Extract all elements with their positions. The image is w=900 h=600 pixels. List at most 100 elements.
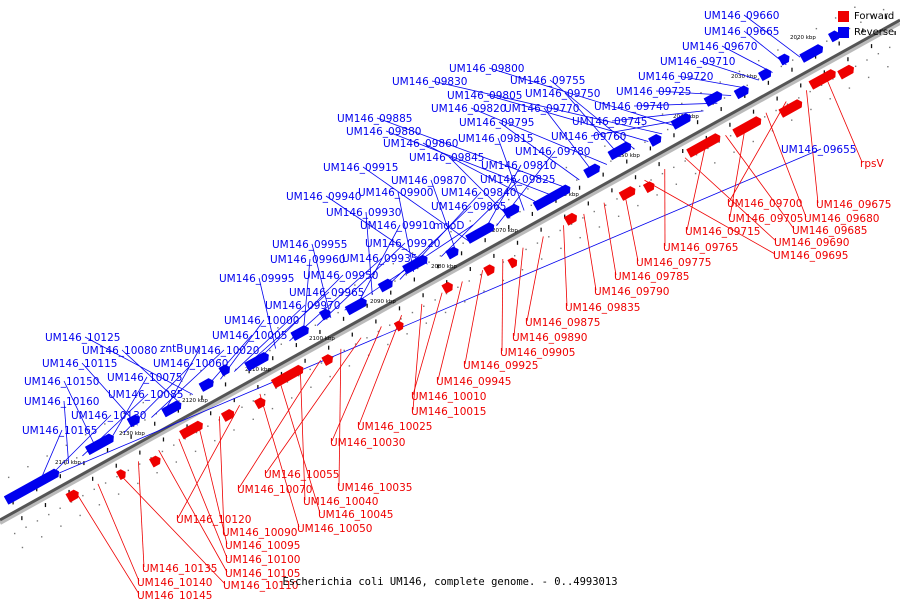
reverse-gene-label: UM146_09970 xyxy=(265,300,340,312)
gene-feature xyxy=(733,85,749,100)
legend-swatch-reverse xyxy=(838,26,849,38)
gene-features xyxy=(3,30,854,505)
gene-feature xyxy=(686,133,721,158)
reverse-gene-label: UM146_09940 xyxy=(286,191,361,203)
legend-swatch-forward xyxy=(838,10,849,22)
gene-feature xyxy=(757,68,772,82)
forward-gene-label: UM146_09675 xyxy=(816,199,891,211)
reverse-gene-label: UM146_09920 xyxy=(365,238,440,250)
forward-gene-label: UM146_09700 xyxy=(727,198,802,210)
forward-gene-label: rpsV xyxy=(860,158,884,170)
reverse-gene-label: UM146_10150 xyxy=(24,376,99,388)
gene-feature xyxy=(290,325,309,342)
forward-gene-label: UM146_09785 xyxy=(614,271,689,283)
gene-feature xyxy=(732,116,762,138)
forward-gene-label: UM146_09945 xyxy=(436,376,511,388)
forward-gene-label: UM146_10140 xyxy=(137,577,212,589)
reverse-gene-label: UM146_09770 xyxy=(504,103,579,115)
tick-label: 2060 kbp xyxy=(553,192,579,198)
gene-feature xyxy=(179,420,203,440)
reverse-gene-label: UM146_09930 xyxy=(326,207,401,219)
tick-label: 2100 kbp xyxy=(309,336,335,342)
gene-feature xyxy=(532,184,571,211)
gene-labels: UM146_09660 UM146_09665 UM146_09670 UM146_0… xyxy=(22,10,891,600)
reverse-gene-label: UM146_09815 xyxy=(458,133,533,145)
gene-feature xyxy=(837,64,854,80)
reverse-gene-label: UM146_09805 xyxy=(447,90,522,102)
reverse-gene-label: UM146_09840 xyxy=(441,187,516,199)
forward-gene-label: UM146_09890 xyxy=(512,332,587,344)
tick-label: 2130 kbp xyxy=(119,431,145,437)
reverse-gene-label: mdoD xyxy=(433,220,464,232)
gene-feature xyxy=(502,203,520,219)
forward-gene-label: UM146_09835 xyxy=(565,302,640,314)
reverse-gene-label: UM146_09800 xyxy=(449,63,524,75)
forward-gene-label: UM146_10040 xyxy=(303,496,378,508)
reverse-gene-label: UM146_09725 xyxy=(616,86,691,98)
forward-gene-label: UM146_10050 xyxy=(297,523,372,535)
forward-gene-label: UM146_09905 xyxy=(500,347,575,359)
reverse-gene-label: UM146_09880 xyxy=(346,126,421,138)
gene-feature xyxy=(483,264,495,277)
reverse-gene-label: UM146_10075 xyxy=(107,372,182,384)
genome-backbone xyxy=(0,18,900,525)
reverse-gene-label: UM146_10005 xyxy=(212,330,287,342)
reverse-gene-label: UM146_09740 xyxy=(594,101,669,113)
reverse-gene-label: UM146_09760 xyxy=(551,131,626,143)
forward-gene-label: UM146_10015 xyxy=(411,406,486,418)
forward-gene-label: UM146_09790 xyxy=(594,286,669,298)
genome-caption: Escherichia coli UM146, complete genome.… xyxy=(282,576,618,588)
gene-feature xyxy=(148,455,161,468)
forward-gene-label: UM146_10120 xyxy=(176,514,251,526)
reverse-gene-label: UM146_09915 xyxy=(323,162,398,174)
gene-feature xyxy=(799,44,824,63)
forward-gene-label: UM146_10055 xyxy=(264,469,339,481)
forward-gene-label: UM146_09685 xyxy=(792,225,867,237)
forward-gene-label: UM146_10045 xyxy=(318,509,393,521)
reverse-gene-label: UM146_09950 xyxy=(303,270,378,282)
tick-label: 2120 kbp xyxy=(182,398,208,404)
reverse-gene-label: UM146_10165 xyxy=(22,425,97,437)
gene-feature xyxy=(253,397,266,410)
gene-feature xyxy=(393,320,404,332)
reverse-gene-label: UM146_09935 xyxy=(342,253,417,265)
reverse-gene-label: UM146_10115 xyxy=(42,358,117,370)
legend-label-forward: Forward xyxy=(854,10,895,22)
forward-gene-label: UM146_10010 xyxy=(411,391,486,403)
tick-label: 2030 kbp xyxy=(731,74,757,80)
forward-gene-label: UM146_10035 xyxy=(337,482,412,494)
gene-feature xyxy=(65,489,79,503)
reverse-gene-label: UM146_09795 xyxy=(459,117,534,129)
forward-gene-label: UM146_10110 xyxy=(223,580,298,592)
gene-feature xyxy=(3,468,60,505)
tick-label: 2110 kbp xyxy=(245,367,271,373)
reverse-gene-label: UM146_10080 xyxy=(82,345,157,357)
gene-feature xyxy=(220,409,235,422)
forward-gene-label: UM146_09705 xyxy=(728,213,803,225)
reverse-gene-label: UM146_09710 xyxy=(660,56,735,68)
reverse-gene-label: UM146_09995 xyxy=(219,273,294,285)
reverse-gene-label: UM146_10060 xyxy=(153,358,228,370)
gene-feature xyxy=(441,281,453,294)
gene-feature xyxy=(198,378,214,392)
forward-gene-label: UM146_10105 xyxy=(225,568,300,580)
forward-gene-label: UM146_10070 xyxy=(237,484,312,496)
gene-feature xyxy=(778,99,803,118)
reverse-gene-label: UM146_10020 xyxy=(184,345,259,357)
gene-feature xyxy=(318,308,331,321)
reverse-gene-label: UM146_09955 xyxy=(272,239,347,251)
forward-gene-label: UM146_10025 xyxy=(357,421,432,433)
reverse-gene-label: UM146_09885 xyxy=(337,113,412,125)
reverse-gene-label: UM146_09670 xyxy=(682,41,757,53)
gene-feature xyxy=(270,364,304,389)
reverse-gene-label: UM146_10130 xyxy=(71,410,146,422)
legend-item-forward: Forward xyxy=(838,8,894,24)
forward-gene-label: UM146_09695 xyxy=(773,250,848,262)
legend-item-reverse: Reverse xyxy=(838,24,894,40)
gene-feature xyxy=(583,163,600,179)
reverse-gene-label: UM146_09910 xyxy=(360,220,435,232)
forward-gene-label: UM146_09680 xyxy=(804,213,879,225)
reverse-gene-label: UM146_09865 xyxy=(431,201,506,213)
reverse-gene-label: UM146_09900 xyxy=(358,187,433,199)
forward-gene-label: UM146_10030 xyxy=(330,437,405,449)
